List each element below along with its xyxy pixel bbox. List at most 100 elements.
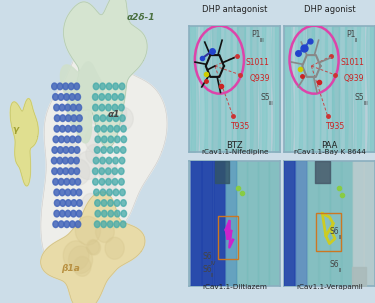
- Ellipse shape: [60, 125, 65, 132]
- Ellipse shape: [120, 221, 126, 228]
- Ellipse shape: [95, 200, 100, 206]
- Ellipse shape: [70, 210, 76, 217]
- Ellipse shape: [106, 83, 112, 90]
- FancyBboxPatch shape: [191, 159, 202, 288]
- Ellipse shape: [118, 94, 124, 100]
- Ellipse shape: [64, 221, 70, 228]
- Ellipse shape: [114, 200, 120, 206]
- Ellipse shape: [107, 147, 113, 153]
- Ellipse shape: [57, 83, 63, 90]
- Ellipse shape: [64, 178, 69, 185]
- Text: T935: T935: [326, 122, 345, 131]
- Ellipse shape: [121, 125, 126, 132]
- Ellipse shape: [108, 136, 114, 143]
- Polygon shape: [82, 193, 100, 215]
- FancyBboxPatch shape: [308, 159, 319, 288]
- Polygon shape: [96, 221, 114, 242]
- Ellipse shape: [106, 157, 112, 164]
- Ellipse shape: [118, 104, 124, 111]
- Ellipse shape: [65, 104, 70, 111]
- Polygon shape: [105, 237, 124, 259]
- Ellipse shape: [76, 104, 82, 111]
- Ellipse shape: [95, 125, 100, 132]
- Text: S6: S6: [202, 265, 212, 274]
- Ellipse shape: [106, 189, 112, 196]
- Text: P1: P1: [251, 30, 261, 39]
- Ellipse shape: [118, 178, 124, 185]
- Ellipse shape: [76, 200, 82, 206]
- FancyBboxPatch shape: [353, 159, 364, 288]
- Polygon shape: [88, 103, 107, 125]
- Ellipse shape: [120, 115, 125, 122]
- FancyBboxPatch shape: [237, 159, 248, 288]
- Ellipse shape: [99, 168, 105, 175]
- Polygon shape: [102, 179, 116, 195]
- Polygon shape: [67, 159, 90, 185]
- Ellipse shape: [53, 221, 58, 228]
- Ellipse shape: [69, 168, 74, 175]
- Ellipse shape: [101, 221, 106, 228]
- Ellipse shape: [94, 115, 99, 122]
- Ellipse shape: [63, 168, 69, 175]
- Ellipse shape: [114, 221, 119, 228]
- FancyBboxPatch shape: [284, 159, 295, 288]
- Ellipse shape: [108, 200, 113, 206]
- Text: Q939: Q939: [344, 74, 364, 83]
- Text: S6: S6: [330, 260, 339, 269]
- Ellipse shape: [105, 94, 111, 100]
- Polygon shape: [75, 216, 100, 245]
- Ellipse shape: [60, 210, 65, 217]
- Text: S5: S5: [260, 93, 270, 102]
- Polygon shape: [88, 240, 100, 255]
- FancyBboxPatch shape: [258, 159, 269, 288]
- Ellipse shape: [114, 210, 120, 217]
- Polygon shape: [63, 241, 89, 270]
- FancyBboxPatch shape: [226, 159, 237, 288]
- Text: S6: S6: [330, 227, 339, 235]
- Text: II: II: [354, 38, 357, 43]
- Text: P1: P1: [346, 30, 355, 39]
- FancyBboxPatch shape: [364, 159, 375, 288]
- Ellipse shape: [54, 210, 60, 217]
- Ellipse shape: [119, 157, 125, 164]
- Ellipse shape: [70, 104, 76, 111]
- Ellipse shape: [63, 83, 68, 90]
- Polygon shape: [63, 0, 147, 148]
- Ellipse shape: [71, 125, 76, 132]
- Text: S1011: S1011: [340, 58, 364, 67]
- Text: II: II: [338, 235, 342, 240]
- Ellipse shape: [57, 168, 63, 175]
- Text: S5: S5: [355, 93, 364, 102]
- Text: III: III: [268, 101, 273, 106]
- Ellipse shape: [112, 168, 117, 175]
- Ellipse shape: [101, 200, 107, 206]
- Ellipse shape: [58, 221, 64, 228]
- Ellipse shape: [93, 94, 98, 100]
- Polygon shape: [60, 62, 103, 143]
- Ellipse shape: [59, 104, 65, 111]
- Ellipse shape: [58, 178, 64, 185]
- Ellipse shape: [114, 147, 120, 153]
- Ellipse shape: [70, 189, 76, 196]
- Ellipse shape: [54, 200, 60, 206]
- Polygon shape: [86, 144, 103, 164]
- Ellipse shape: [54, 189, 60, 196]
- Ellipse shape: [102, 136, 107, 143]
- Ellipse shape: [75, 94, 81, 100]
- Ellipse shape: [58, 136, 64, 143]
- Ellipse shape: [112, 104, 118, 111]
- Text: II: II: [338, 268, 342, 273]
- Ellipse shape: [69, 178, 75, 185]
- Ellipse shape: [58, 94, 64, 100]
- Ellipse shape: [108, 210, 114, 217]
- Ellipse shape: [102, 210, 107, 217]
- Ellipse shape: [94, 147, 100, 153]
- Ellipse shape: [75, 178, 81, 185]
- Ellipse shape: [76, 125, 82, 132]
- Ellipse shape: [93, 83, 99, 90]
- Text: α2δ-1: α2δ-1: [126, 13, 155, 22]
- Polygon shape: [41, 192, 145, 303]
- Text: Q939: Q939: [249, 74, 270, 83]
- Bar: [316, 213, 341, 251]
- Ellipse shape: [75, 221, 81, 228]
